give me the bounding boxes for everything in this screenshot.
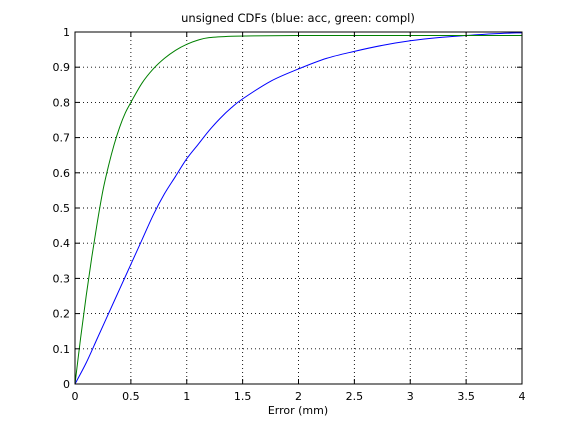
y-tick-label: 0.7 [53, 132, 71, 145]
chart-title: unsigned CDFs (blue: acc, green: compl) [181, 11, 415, 25]
grid-lines [75, 32, 522, 384]
x-tick-label: 2 [295, 390, 302, 403]
ticks [74, 31, 523, 385]
y-tick-label: 0.2 [53, 308, 71, 321]
y-tick-label: 0.6 [53, 167, 71, 180]
y-tick-label: 0.3 [53, 272, 71, 285]
y-tick-label: 0.1 [53, 343, 71, 356]
x-tick-label: 1 [183, 390, 190, 403]
x-tick-label: 4 [519, 390, 526, 403]
series-line-blue [74, 32, 523, 385]
x-tick-labels: 0 0.5 1 1.5 2 2.5 3 3.5 4 [72, 390, 526, 403]
x-tick-label: 1.5 [234, 390, 252, 403]
y-tick-label: 1 [63, 26, 70, 39]
x-tick-label: 0 [72, 390, 79, 403]
x-tick-label: 3 [407, 390, 414, 403]
y-tick-label: 0.8 [53, 96, 71, 109]
y-tick-label: 0.9 [53, 61, 71, 74]
y-tick-label: 0.5 [53, 202, 71, 215]
x-tick-label: 3.5 [457, 390, 475, 403]
y-tick-label: 0.4 [53, 237, 71, 250]
x-axis-label: Error (mm) [268, 404, 328, 417]
x-tick-label: 0.5 [122, 390, 140, 403]
y-tick-labels: 0 0.1 0.2 0.3 0.4 0.5 0.6 0.7 0.8 0.9 1 [53, 26, 71, 391]
y-tick-label: 0 [63, 378, 70, 391]
x-tick-label: 2.5 [346, 390, 364, 403]
